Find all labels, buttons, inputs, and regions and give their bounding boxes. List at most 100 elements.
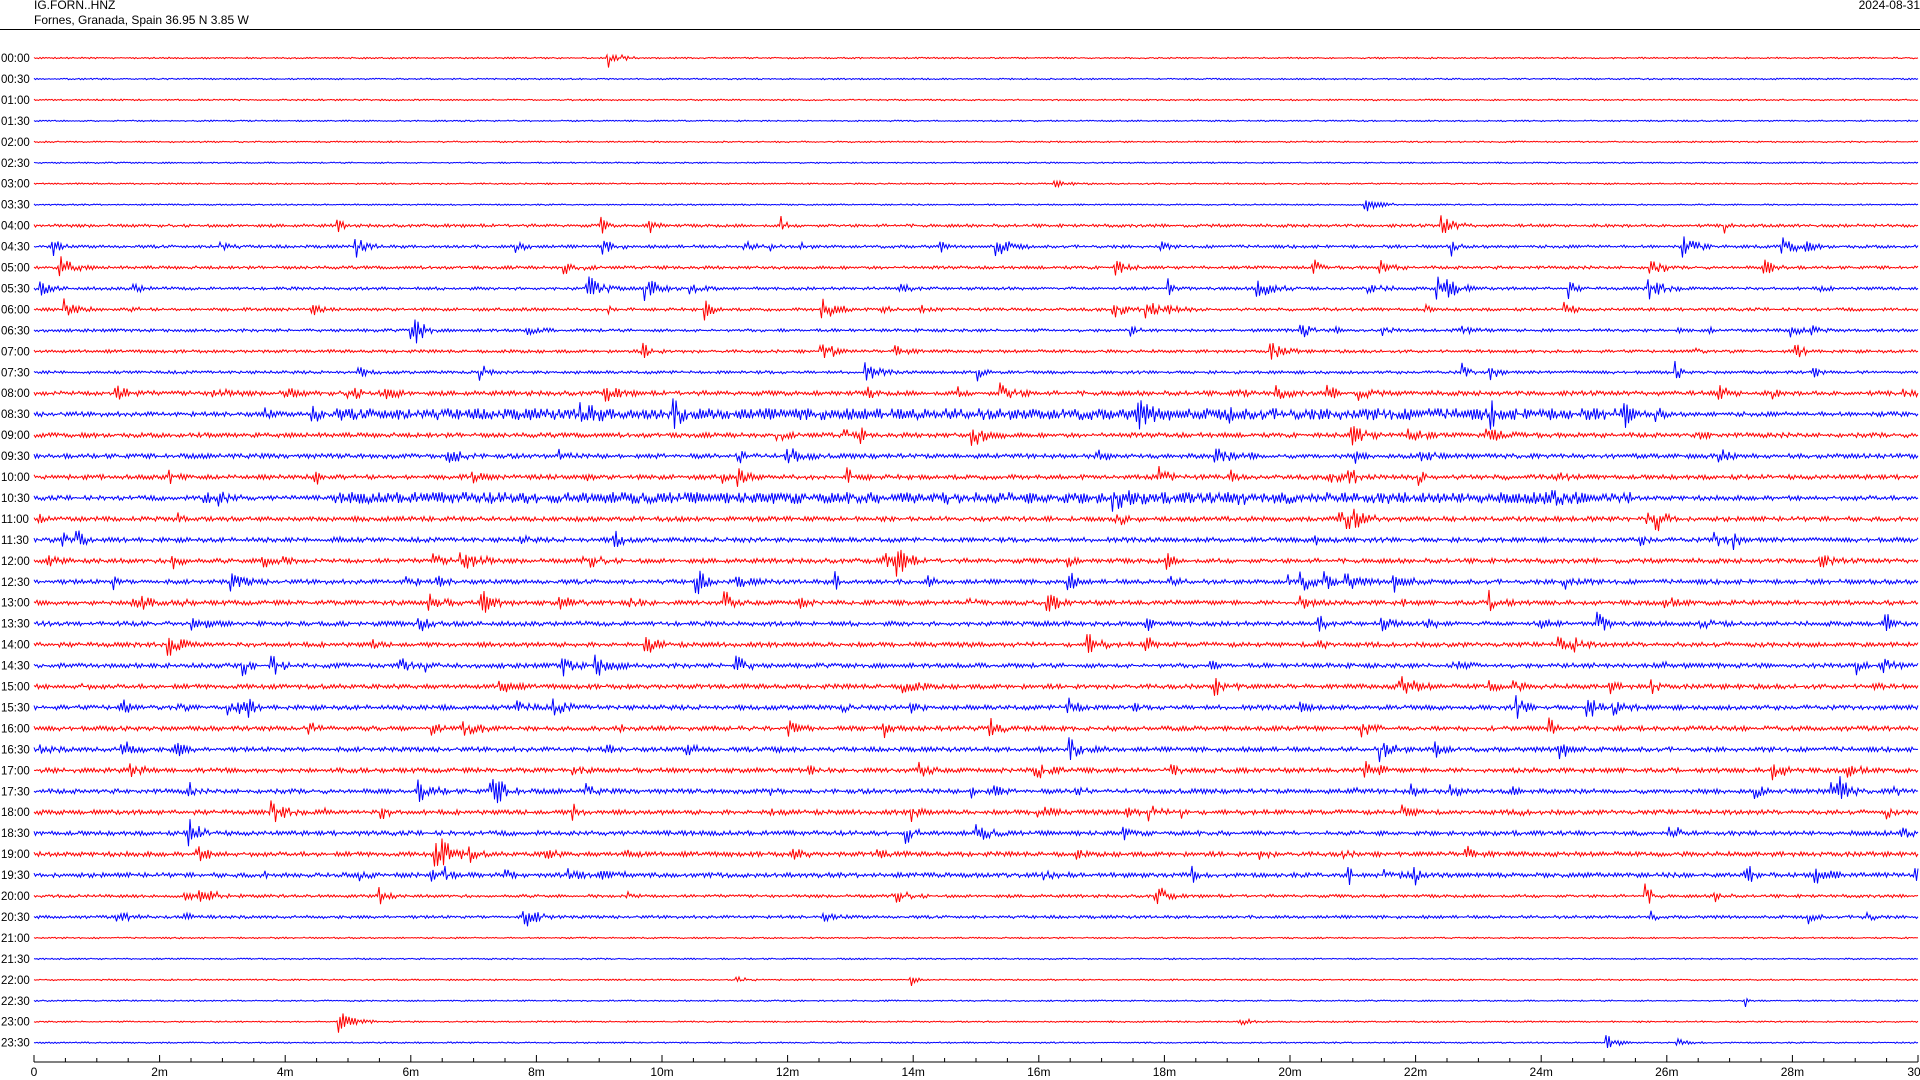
seismic-trace [33,77,1919,81]
hour-label-group: 00:00 00:30 01:00 01:30 02:00 02:30 03:00 03:30… [1,53,30,1050]
seismic-trace [33,200,1919,212]
seismic-trace [33,910,1919,927]
hour-label: 05:30 [1,283,30,295]
seismic-trace [33,215,1919,234]
seismic-trace [33,342,1919,360]
x-tick-label: 10m [650,1065,673,1079]
hour-label: 04:00 [1,221,30,233]
seismic-trace [33,119,1919,123]
hour-label: 14:00 [1,640,30,652]
seismic-trace [33,865,1919,886]
seismic-trace [33,448,1919,464]
seismic-trace [33,611,1919,632]
hour-label: 20:00 [1,891,30,903]
hour-label: 10:30 [1,493,30,505]
hour-label: 02:00 [1,137,30,149]
seismic-trace [33,276,1919,302]
seismic-trace [33,717,1919,739]
seismic-trace [33,957,1919,961]
seismic-trace [33,634,1919,656]
x-tick-label: 6m [402,1065,419,1079]
hour-label: 01:30 [1,116,30,128]
seismic-trace [33,490,1919,512]
hour-label: 04:30 [1,242,30,254]
seismic-trace [33,319,1919,344]
x-tick-label: 16m [1027,1065,1050,1079]
station-location: Fornes, Granada, Spain 36.95 N 3.85 W [34,13,249,27]
seismic-trace [33,360,1919,382]
x-tick-label: 30 [1907,1065,1920,1079]
x-tick-label: 4m [277,1065,294,1079]
seismic-trace [33,508,1919,532]
hour-label: 11:30 [1,535,29,547]
hour-label: 13:30 [1,619,30,631]
header-divider [0,29,1920,30]
hour-label: 03:00 [1,179,30,191]
hour-label: 22:30 [1,996,30,1008]
seismic-trace [33,936,1919,940]
hour-label: 13:00 [1,598,30,610]
seismic-trace [33,1035,1919,1048]
hour-label: 18:00 [1,807,30,819]
hour-label: 02:30 [1,158,30,170]
hour-label: 21:00 [1,933,30,945]
hour-label: 08:30 [1,409,30,421]
seismic-trace [33,776,1919,804]
trace-group [33,53,1919,1048]
hour-label: 12:00 [1,556,30,568]
seismic-trace [33,695,1919,719]
seismic-trace [33,676,1919,696]
seismic-trace [33,737,1919,763]
hour-label: 05:00 [1,263,30,275]
hour-label: 07:00 [1,346,30,358]
hour-label: 15:30 [1,702,30,714]
x-tick-label: 22m [1404,1065,1427,1079]
hour-label: 12:30 [1,577,30,589]
hour-label: 18:30 [1,828,30,840]
seismic-trace [33,975,1919,986]
hour-label: 15:00 [1,682,30,694]
hour-label: 08:00 [1,388,30,400]
hour-label: 23:00 [1,1017,30,1029]
x-tick-label: 8m [528,1065,545,1079]
seismic-trace [33,1013,1919,1033]
seismic-trace [33,838,1919,867]
seismic-trace [33,236,1919,258]
seismic-trace [33,140,1919,144]
x-tick-label: 2m [151,1065,168,1079]
x-tick-label: 12m [776,1065,799,1079]
seismic-trace [33,465,1919,487]
hour-label: 10:00 [1,472,30,484]
time-axis: 0 2m 4m 6m 8m 10m 12m 14m 16m 18m 20m 22m 24m 26m 28m 3… [31,1055,1920,1079]
seismic-trace [33,549,1919,577]
hour-label: 16:00 [1,723,30,735]
seismic-trace [33,800,1919,823]
x-tick-label: 24m [1530,1065,1553,1079]
hour-label: 03:30 [1,200,30,212]
seismic-trace [33,161,1919,165]
hour-label: 07:30 [1,367,30,379]
hour-label: 11:00 [1,514,29,526]
seismic-trace [33,398,1919,430]
hour-label: 22:00 [1,975,30,987]
hour-label: 16:30 [1,744,30,756]
seismic-trace [33,654,1919,677]
hour-label: 01:00 [1,95,30,107]
hour-label: 17:00 [1,765,30,777]
hour-label: 09:30 [1,451,30,463]
hour-label: 09:00 [1,430,30,442]
hour-label: 19:30 [1,870,30,882]
seismic-trace [33,761,1919,781]
x-tick-label: 18m [1153,1065,1176,1079]
hour-label: 06:30 [1,325,30,337]
seismic-trace [33,997,1919,1008]
x-tick-label: 28m [1781,1065,1804,1079]
x-tick-label: 20m [1278,1065,1301,1079]
hour-label: 00:00 [1,53,30,65]
hour-label: 14:30 [1,661,30,673]
station-code: IG.FORN..HNZ [34,0,116,12]
hour-label: 06:00 [1,304,30,316]
x-tick-label: 26m [1655,1065,1678,1079]
seismic-trace [33,589,1919,613]
